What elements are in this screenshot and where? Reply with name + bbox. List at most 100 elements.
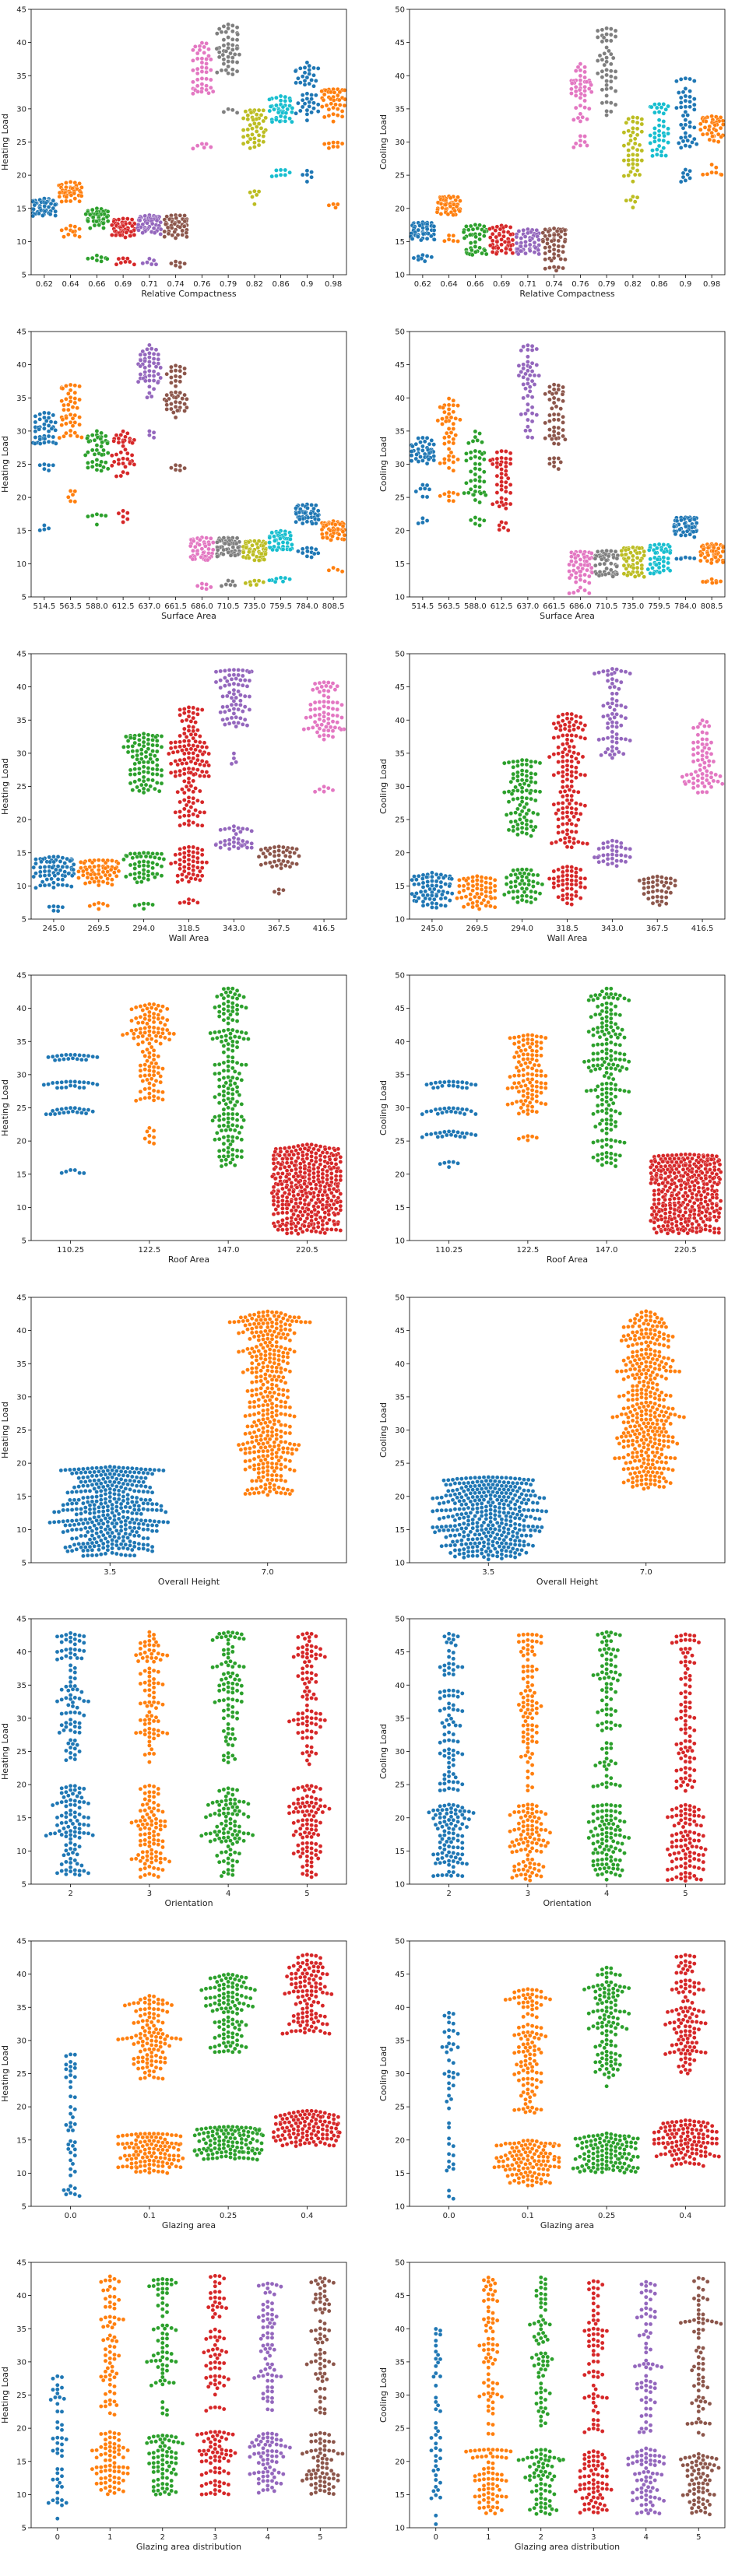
swarm-point <box>523 429 527 433</box>
swarm-point <box>638 143 642 147</box>
swarm-point <box>139 752 143 756</box>
swarm-point <box>209 145 213 149</box>
swarm-point <box>223 669 227 672</box>
swarm-point <box>574 823 578 827</box>
swarm-point <box>73 233 77 237</box>
swarm-point <box>121 457 125 461</box>
swarm-point <box>224 1034 228 1037</box>
swarm-point <box>530 419 534 423</box>
swarm-point <box>84 1058 88 1062</box>
swarm-point <box>149 1077 153 1081</box>
swarm-point <box>222 1093 226 1097</box>
swarm-point <box>305 92 309 96</box>
swarm-point <box>181 396 185 400</box>
swarm-point <box>605 113 609 117</box>
swarm-point <box>581 841 585 845</box>
swarm-point <box>631 554 635 558</box>
swarm-point <box>631 180 635 184</box>
swarm-point <box>692 556 696 560</box>
swarm-point <box>427 458 431 462</box>
swarm-point <box>522 375 526 379</box>
swarm-point <box>195 144 199 148</box>
swarm-point <box>412 256 416 260</box>
swarm-point <box>279 1163 283 1167</box>
swarm-point <box>227 1091 230 1095</box>
swarm-point <box>691 741 695 745</box>
swarm-point <box>574 93 578 97</box>
swarm-point <box>78 1107 82 1111</box>
swarm-point <box>332 120 336 124</box>
swarm-point <box>652 126 656 130</box>
swarm-point <box>100 431 104 435</box>
swarm-point <box>579 557 582 561</box>
swarm-point <box>528 238 532 242</box>
swarm-point <box>525 769 529 773</box>
swarm-point <box>279 576 283 580</box>
swarm-point <box>327 1209 331 1213</box>
swarm-point <box>277 887 281 891</box>
swarm-point <box>565 798 569 802</box>
swarm-point <box>187 739 191 743</box>
swarm-point <box>657 566 661 570</box>
y-tick-label: 25 <box>16 783 26 791</box>
swarm-point <box>235 1030 239 1034</box>
swarm-point <box>159 1041 163 1045</box>
swarm-point <box>220 1035 223 1039</box>
swarm-point <box>464 458 468 462</box>
swarm-point <box>33 203 37 207</box>
swarm-point <box>317 1180 321 1184</box>
swarm-point <box>90 514 94 518</box>
swarm-point <box>695 521 698 525</box>
swarm-point <box>147 257 151 261</box>
swarm-point <box>276 542 280 546</box>
swarm-point <box>460 1080 464 1084</box>
swarm-point <box>316 1225 320 1229</box>
swarm-point <box>515 778 519 782</box>
swarm-point <box>310 175 314 179</box>
swarm-point <box>579 802 582 806</box>
swarm-point <box>633 173 637 177</box>
swarm-point <box>201 753 205 756</box>
swarm-point <box>489 897 493 900</box>
swarm-point <box>227 1065 230 1069</box>
swarm-point <box>569 91 573 95</box>
swarm-point <box>552 735 556 739</box>
swarm-point <box>657 144 661 148</box>
swarm-point <box>235 1008 239 1012</box>
swarm-point <box>318 700 322 704</box>
swarm-point <box>603 573 607 577</box>
swarm-point <box>145 347 149 351</box>
swarm-point <box>606 673 610 677</box>
swarm-point <box>495 474 499 478</box>
swarm-point <box>325 1161 329 1165</box>
swarm-point <box>235 38 239 42</box>
swarm-point <box>418 486 422 490</box>
swarm-point <box>298 66 302 70</box>
swarm-point <box>579 119 582 123</box>
swarm-point <box>691 747 695 751</box>
swarm-point <box>552 721 556 725</box>
swarm-point <box>281 540 285 544</box>
swarm-point <box>314 79 318 82</box>
swarm-point <box>425 237 429 240</box>
swarm-point <box>452 469 455 472</box>
swarm-point <box>322 98 325 102</box>
swarm-point <box>191 68 195 72</box>
swarm-point <box>696 740 700 744</box>
swarm-point <box>221 553 225 556</box>
swarm-point <box>600 75 604 79</box>
x-tick-label: 784.0 <box>296 602 318 611</box>
swarm-point <box>159 227 163 231</box>
swarm-point <box>233 584 237 588</box>
swarm-point <box>583 773 587 777</box>
swarm-point <box>583 93 587 97</box>
swarm-point <box>90 256 94 260</box>
swarm-point <box>192 850 195 854</box>
swarm-point <box>478 237 482 241</box>
swarm-point <box>339 703 343 707</box>
swarm-point <box>285 1195 289 1199</box>
x-tick-label: 784.0 <box>674 602 697 611</box>
swarm-point <box>182 807 186 811</box>
swarm-point <box>321 1193 325 1197</box>
swarm-point <box>515 900 519 904</box>
